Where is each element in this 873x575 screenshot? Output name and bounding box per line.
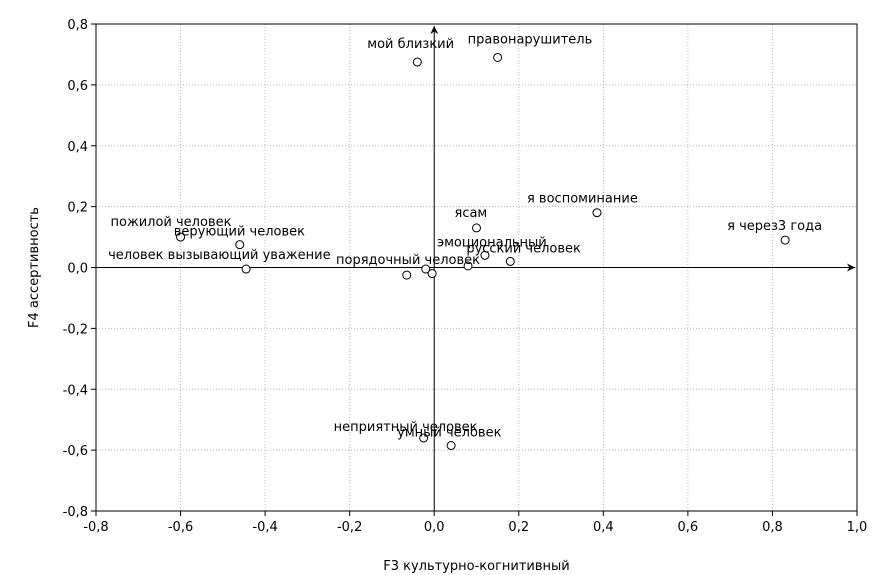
data-point [463,261,473,271]
x-tick-label: -0,6 [168,520,193,535]
x-tick-label: -0,4 [252,520,277,535]
data-point [472,223,481,233]
x-tick-label: 1,0 [847,520,868,535]
x-tick-label: 0,2 [508,520,529,535]
data-point [241,264,251,274]
point-label: ясам [455,206,488,221]
x-tick-label: 0,0 [424,520,445,535]
y-tick-label: -0,4 [63,383,88,398]
point-label: правонарушитель [468,32,593,47]
x-tick-label: -0,8 [83,520,108,535]
y-tick-label: 0,0 [67,262,88,277]
data-point [480,250,490,260]
point-label: человек вызывающий уважение [108,248,331,263]
data-point [780,235,790,245]
point-label: пожилой человек [111,215,232,230]
data-point [446,441,456,451]
y-axis-ticks: -0,8 -0,6 -0,4 -0,2 0,0 0,2 0,4 0,6 0,8 [63,18,96,520]
point-label: эмоциональный [437,235,547,250]
point-label: умный человек [397,426,501,441]
data-point [235,240,245,250]
x-tick-label: 0,6 [678,520,699,535]
point-labels: мой близкий правонарушитель я воспоминание… [108,32,822,440]
x-axis-ticks: -0,8 -0,6 -0,4 -0,2 0,0 0,2 0,4 0,6 0,8 1,0 [83,511,867,535]
y-tick-label: 0,8 [67,18,88,33]
y-tick-label: 0,2 [67,201,88,216]
y-axis-title: F4 ассертивность [27,207,42,328]
data-point [412,57,422,67]
y-tick-label: 0,6 [67,79,88,94]
point-label: русский человек [466,241,581,256]
x-axis-title: F3 культурно-когнитивный [383,559,570,574]
y-tick-label: -0,2 [63,322,88,337]
x-tick-label: 0,4 [593,520,614,535]
data-point [419,433,429,443]
x-tick-label: -0,2 [337,520,362,535]
data-point [592,208,602,218]
y-tick-label: -0,6 [63,444,88,459]
y-tick-label: 0,4 [67,140,88,155]
point-label: порядочный человек [336,253,480,268]
data-point [493,52,503,62]
point-label: мой близкий [367,37,454,52]
data-point [421,264,431,274]
data-point [402,270,412,280]
data-point [176,232,186,242]
data-points [176,52,790,451]
y-tick-label: -0,8 [63,505,88,520]
x-tick-label: 0,8 [762,520,783,535]
data-point [427,269,437,279]
point-label: неприятный человек [334,420,478,435]
point-label: верующий человек [174,225,305,240]
point-label: я воспоминание [527,192,638,207]
point-label: я через3 года [727,219,822,234]
data-point [505,256,515,266]
